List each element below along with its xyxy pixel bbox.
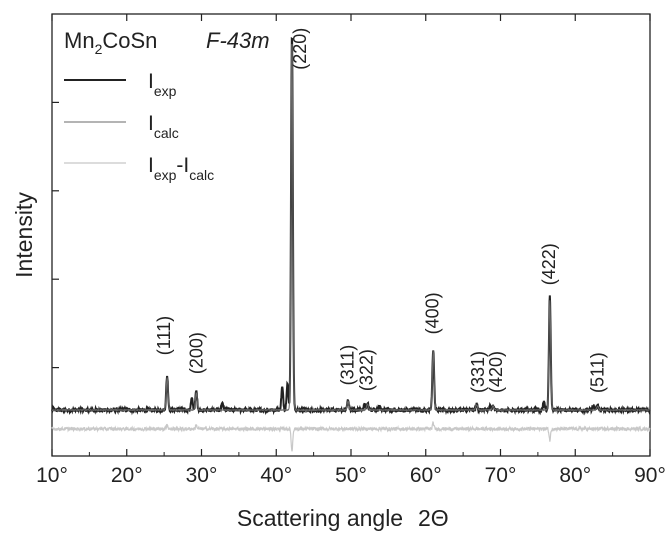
legend-label-diff: Iexp-Icalc [148, 154, 214, 183]
peak-label: (400) [423, 292, 443, 334]
x-tick-label: 60° [410, 464, 442, 487]
legend-label-calc: Icalc [148, 112, 179, 141]
x-tick-label: 10° [36, 464, 68, 487]
x-axis-ticks: 10° 20° 30° 40° 50° 60° 70° 80° 90° [36, 14, 666, 487]
x-tick-label: 40° [260, 464, 292, 487]
peak-label: (111) [154, 316, 174, 355]
x-tick-label: 30° [186, 464, 218, 487]
space-group-label: F-43m [206, 28, 270, 53]
peak-label: (311) [337, 345, 357, 386]
peak-label: (420) [486, 351, 506, 393]
peak-label: (322) [357, 349, 377, 391]
y-axis-title: Intensity [11, 192, 37, 278]
legend: Iexp Icalc Iexp-Icalc [64, 70, 214, 183]
peak-label: (511) [588, 352, 608, 393]
x-tick-label: 70° [485, 464, 517, 487]
x-axis-title: Scattering angle [237, 505, 403, 531]
x-axis-symbol: 2Θ [418, 505, 449, 531]
x-tick-label: 20° [111, 464, 143, 487]
series-line-exp-minus-calc [51, 421, 651, 452]
plot-frame [51, 13, 651, 457]
peak-label: (422) [539, 243, 559, 285]
x-tick-label: 50° [335, 464, 367, 487]
peak-annotations: (111) (200) (220) (311) (322) (400) (331)(420)… [154, 28, 608, 393]
chart-title: Mn2CoSn [64, 28, 157, 57]
peak-label: (331) [468, 351, 488, 393]
legend-label-exp: Iexp [148, 70, 177, 99]
y-axis-ticks [52, 101, 59, 369]
series-line-calc [51, 43, 650, 412]
x-tick-label: 80° [559, 464, 591, 487]
x-tick-label: 90° [634, 464, 666, 487]
peak-label: (200) [186, 332, 206, 374]
peak-label: (220) [290, 28, 310, 70]
